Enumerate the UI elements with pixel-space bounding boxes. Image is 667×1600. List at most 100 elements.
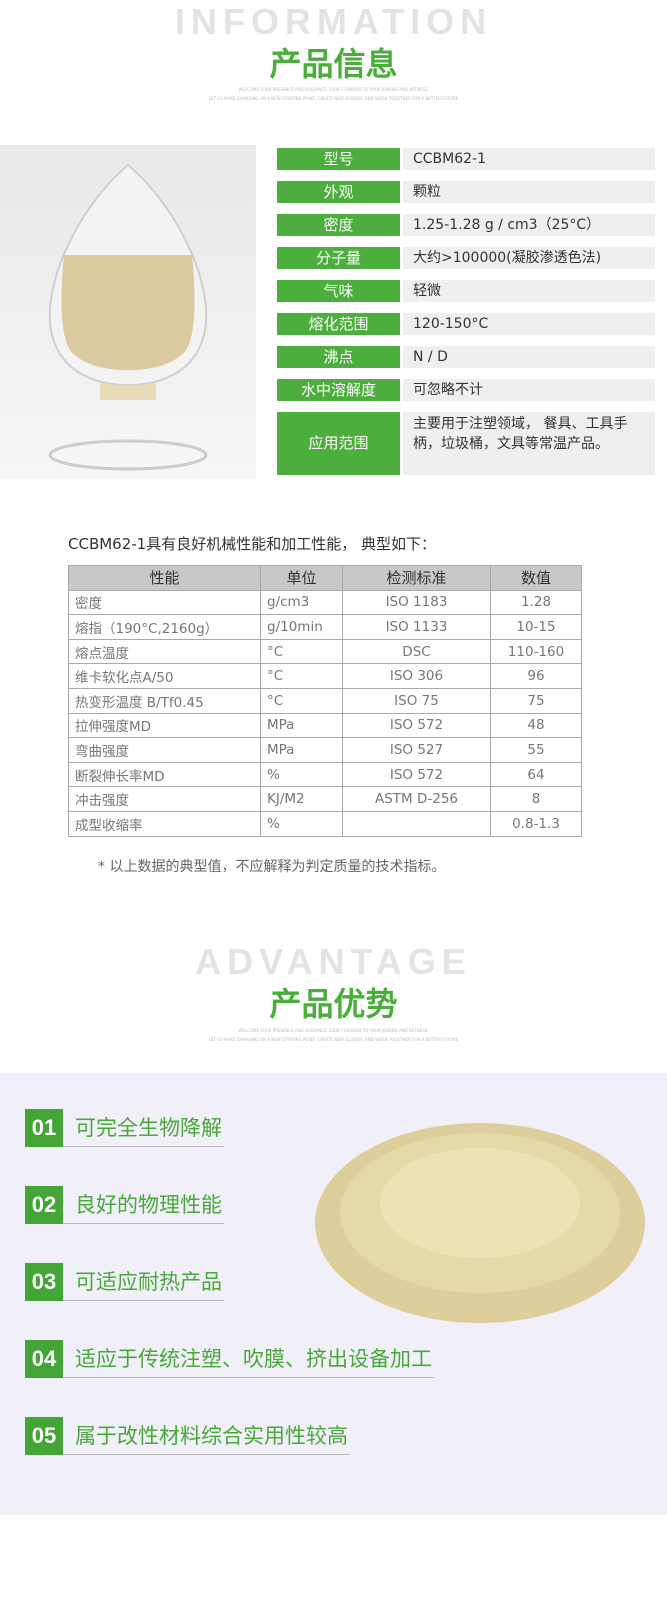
spec-cell: 64 xyxy=(490,761,582,788)
info-label: 型号 xyxy=(277,148,400,170)
info-row-solubility: 水中溶解度 可忽略不计 xyxy=(277,379,655,401)
adv-subtitle-2: LET US MAKE CHANGING ON A NEW STARTING P… xyxy=(208,1037,459,1042)
spec-cell: ISO 572 xyxy=(342,712,491,739)
spec-cell: 成型收缩率 xyxy=(68,810,261,837)
info-value: 120-150°C xyxy=(403,313,655,335)
spec-cell: 10-15 xyxy=(490,614,582,640)
adv-subtitle-1: WELCOME YOUR PRESENCE AND GUIDANCE, LOOK… xyxy=(238,1028,429,1033)
spec-footnote: * 以上数据的典型值，不应解释为判定质量的技术指标。 xyxy=(98,859,446,875)
spec-row: 冲击强度 KJ/M2 ASTM D-256 8 xyxy=(68,786,582,812)
spec-cell: 熔指（190°C,2160g） xyxy=(68,614,261,640)
info-label: 密度 xyxy=(277,214,400,236)
info-value: CCBM62-1 xyxy=(403,148,655,170)
info-title: 产品信息 xyxy=(269,45,398,83)
info-row-model: 型号 CCBM62-1 xyxy=(277,148,655,170)
spec-cell: 弯曲强度 xyxy=(68,737,261,763)
advantage-number: 04 xyxy=(25,1340,63,1378)
advantage-item: 03 可适应耐热产品 xyxy=(25,1263,224,1301)
spec-cell: g/cm3 xyxy=(260,589,343,616)
spec-cell: % xyxy=(260,761,343,788)
advantage-item: 04 适应于传统注塑、吹膜、挤出设备加工 xyxy=(25,1340,434,1378)
info-value: 轻微 xyxy=(403,280,655,302)
advantage-number: 05 xyxy=(25,1417,63,1455)
info-row-melting-range: 熔化范围 120-150°C xyxy=(277,313,655,335)
spec-cell: ISO 572 xyxy=(342,761,491,788)
advantage-text: 属于改性材料综合实用性较高 xyxy=(63,1420,350,1455)
spec-intro: CCBM62-1具有良好机械性能和加工性能， 典型如下： xyxy=(68,535,436,553)
info-value: 大约>100000(凝胶渗透色法) xyxy=(403,247,655,269)
spec-cell: ISO 1183 xyxy=(342,589,491,616)
info-value: 1.25-1.28 g / cm3（25°C） xyxy=(403,214,655,236)
spec-row: 成型收缩率% 0.8-1.3 xyxy=(68,810,582,837)
info-row-appearance: 外观 颗粒 xyxy=(277,181,655,203)
info-value: N / D xyxy=(403,346,655,368)
spec-row: 熔点温度 °C DSC 110-160 xyxy=(68,638,582,665)
spec-cell: 维卡软化点A/50 xyxy=(68,663,261,689)
spec-cell: 55 xyxy=(490,737,582,763)
spec-cell: g/10min xyxy=(260,614,343,640)
product-flask-image xyxy=(0,145,256,479)
spec-cell: 熔点温度 xyxy=(68,638,261,665)
spec-cell: 热变形温度 B/Tf0.45 xyxy=(68,687,261,714)
pellets-image xyxy=(315,1123,645,1323)
spec-row: 拉伸强度MD MPa ISO 572 48 xyxy=(68,712,582,739)
spec-cell xyxy=(342,810,491,837)
info-subtitle-1: WELCOME YOUR PRESENCE AND GUIDANCE, LOOK… xyxy=(238,87,429,92)
spec-header: 性能 xyxy=(68,565,261,591)
info-label: 分子量 xyxy=(277,247,400,269)
advantage-item: 05 属于改性材料综合实用性较高 xyxy=(25,1417,350,1455)
spec-cell: 冲击强度 xyxy=(68,786,261,812)
spec-cell: ISO 306 xyxy=(342,663,491,689)
adv-title: 产品优势 xyxy=(269,985,398,1023)
info-label: 水中溶解度 xyxy=(277,379,400,401)
spec-cell: 96 xyxy=(490,663,582,689)
info-watermark: INFORMATION xyxy=(174,1,493,42)
spec-cell: ISO 75 xyxy=(342,687,491,714)
spec-header: 单位 xyxy=(260,565,343,591)
spec-cell: 断裂伸长率MD xyxy=(68,761,261,788)
product-info-table: 型号 CCBM62-1 外观 颗粒 密度 1.25-1.28 g / cm3（25°C… xyxy=(277,148,655,486)
spec-cell: °C xyxy=(260,687,343,714)
advantage-text: 可完全生物降解 xyxy=(63,1112,224,1147)
info-subtitle-2: LET US MAKE CHANGING ON A NEW STARTING P… xyxy=(208,96,459,101)
spec-cell: % xyxy=(260,810,343,837)
spec-row: 维卡软化点A/50 °C ISO 306 96 xyxy=(68,663,582,689)
spec-table: 性能 单位 检测标准 数值 密度 g/cm3 ISO 1183 1.28 熔指（190°C,2… xyxy=(68,565,582,837)
advantage-text: 适应于传统注塑、吹膜、挤出设备加工 xyxy=(63,1343,434,1378)
info-value: 主要用于注塑领域， 餐具、工具手柄，垃圾桶，文具等常温产品。 xyxy=(403,412,655,475)
advantages-section: 01 可完全生物降解 02 良好的物理性能 03 可适应耐热产品 04 适应于传统注塑、吹膜、… xyxy=(0,1073,667,1515)
advantage-text: 良好的物理性能 xyxy=(63,1189,224,1224)
spec-row: 熔指（190°C,2160g） g/10min ISO 1133 10-15 xyxy=(68,614,582,640)
spec-row: 断裂伸长率MD% ISO 572 64 xyxy=(68,761,582,788)
info-label: 熔化范围 xyxy=(277,313,400,335)
spec-cell: MPa xyxy=(260,737,343,763)
spec-cell: 密度 xyxy=(68,589,261,616)
spec-cell: 0.8-1.3 xyxy=(490,810,582,837)
spec-cell: MPa xyxy=(260,712,343,739)
info-row-odor: 气味 轻微 xyxy=(277,280,655,302)
info-value: 颗粒 xyxy=(403,181,655,203)
info-row-molecular-weight: 分子量 大约>100000(凝胶渗透色法) xyxy=(277,247,655,269)
spec-cell: DSC xyxy=(342,638,491,665)
info-label: 应用范围 xyxy=(277,412,400,475)
spec-cell: KJ/M2 xyxy=(260,786,343,812)
info-label: 外观 xyxy=(277,181,400,203)
spec-cell: 1.28 xyxy=(490,589,582,616)
spec-cell: 75 xyxy=(490,687,582,714)
spec-cell: ISO 527 xyxy=(342,737,491,763)
spec-header: 数值 xyxy=(490,565,582,591)
spec-row: 弯曲强度 MPa ISO 527 55 xyxy=(68,737,582,763)
info-row-boiling-point: 沸点 N / D xyxy=(277,346,655,368)
spec-header: 检测标准 xyxy=(342,565,491,591)
info-label: 沸点 xyxy=(277,346,400,368)
spec-cell: ASTM D-256 xyxy=(342,786,491,812)
spec-cell: 110-160 xyxy=(490,638,582,665)
advantage-number: 02 xyxy=(25,1186,63,1224)
spec-cell: 8 xyxy=(490,786,582,812)
advantage-text: 可适应耐热产品 xyxy=(63,1266,224,1301)
spec-row: 密度 g/cm3 ISO 1183 1.28 xyxy=(68,589,582,616)
adv-watermark: ADVANTAGE xyxy=(195,941,472,982)
advantage-number: 01 xyxy=(25,1109,63,1147)
spec-header-row: 性能 单位 检测标准 数值 xyxy=(68,565,582,591)
spec-cell: °C xyxy=(260,663,343,689)
